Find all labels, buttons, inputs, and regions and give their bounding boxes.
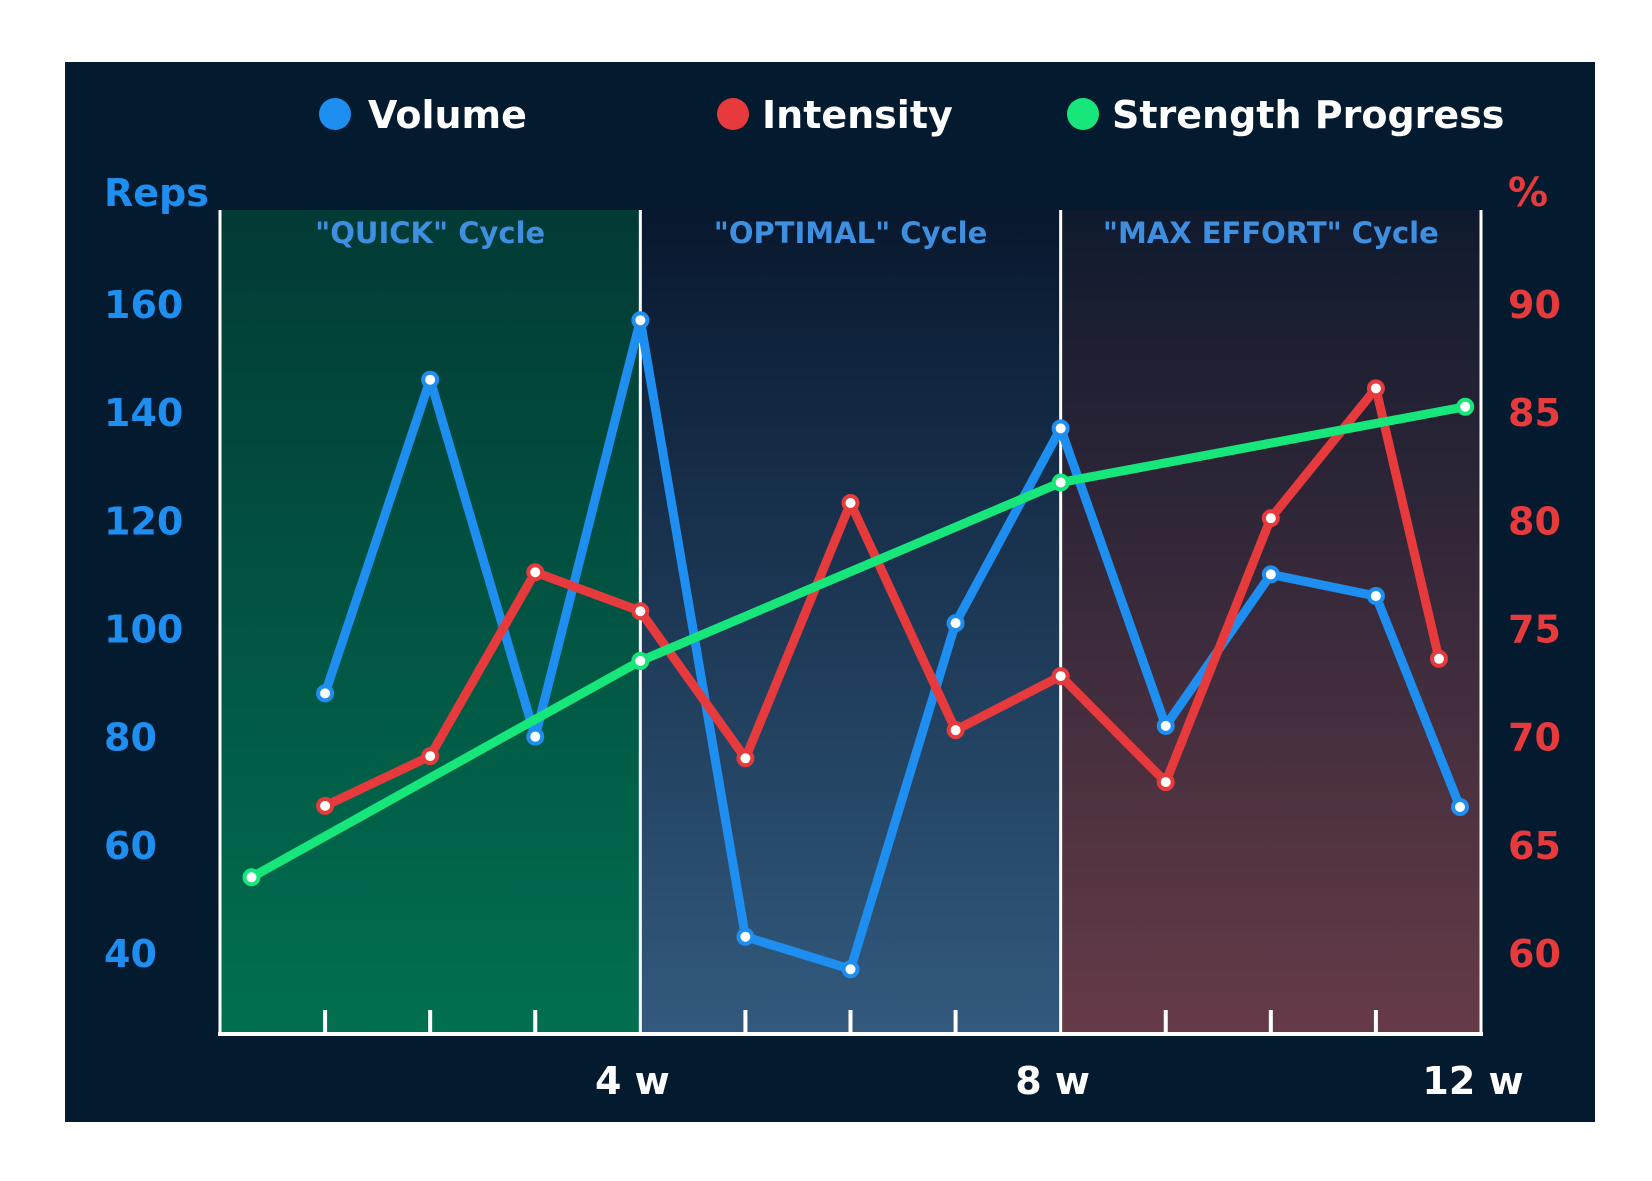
data-point-strength-progress — [242, 868, 261, 887]
data-point-volume — [1156, 716, 1175, 735]
y-left-tick-labels: 160 140 120 100 80 60 40 — [104, 283, 183, 976]
legend-label-strength-progress: Strength Progress — [1112, 93, 1504, 137]
cycle-label-2: "OPTIMAL" Cycle — [714, 216, 988, 250]
y-left-tick-label: 60 — [104, 824, 157, 868]
data-point-intensity — [526, 563, 545, 582]
data-point-volume — [526, 727, 545, 746]
data-point-volume — [631, 311, 650, 330]
y-right-tick-label: 90 — [1508, 283, 1561, 327]
data-point-intensity — [1051, 667, 1070, 686]
legend-label-volume: Volume — [368, 93, 527, 137]
x-tick-label: 8 w — [1015, 1059, 1090, 1103]
y-right-tick-label: 80 — [1508, 499, 1561, 543]
data-point-volume — [1051, 419, 1070, 438]
data-point-intensity — [841, 494, 860, 513]
data-point-intensity — [736, 749, 755, 768]
data-point-strength-progress — [1051, 473, 1070, 492]
y-right-tick-label: 70 — [1508, 716, 1561, 760]
data-point-volume — [1261, 565, 1280, 584]
data-point-intensity — [1366, 379, 1385, 398]
cycle-band-1 — [220, 210, 641, 1034]
data-point-volume — [841, 960, 860, 979]
cycle-band-2 — [640, 210, 1061, 1034]
y-right-tick-label: 75 — [1508, 608, 1561, 652]
data-point-volume — [316, 684, 335, 703]
y-left-tick-label: 140 — [104, 391, 183, 435]
y-right-tick-label: 85 — [1508, 391, 1561, 435]
data-point-intensity — [1156, 773, 1175, 792]
cycle-label-1: "QUICK" Cycle — [315, 216, 545, 250]
cycle-label-3: "MAX EFFORT" Cycle — [1103, 216, 1439, 250]
legend-marker-intensity — [717, 98, 749, 130]
data-point-volume — [946, 614, 965, 633]
y-left-tick-label: 80 — [104, 716, 157, 760]
legend: Volume Intensity Strength Progress — [319, 93, 1504, 137]
data-point-intensity — [316, 796, 335, 815]
legend-marker-volume — [319, 98, 351, 130]
y-left-tick-label: 40 — [104, 932, 157, 976]
data-point-intensity — [946, 721, 965, 740]
series-line-volume — [320, 315, 1465, 974]
y-left-axis-title: Reps — [104, 171, 209, 215]
data-point-intensity — [1261, 509, 1280, 528]
cycle-band-3 — [1060, 210, 1481, 1034]
series-line-strength-progress — [247, 402, 1470, 882]
series-line-intensity — [320, 383, 1444, 811]
data-point-strength-progress — [631, 651, 650, 670]
y-right-axis-title: % — [1508, 170, 1548, 216]
x-tick-label: 12 w — [1422, 1059, 1523, 1103]
y-left-tick-label: 100 — [104, 608, 183, 652]
data-point-volume — [1366, 587, 1385, 606]
cycle-bands: "QUICK" Cycle "OPTIMAL" Cycle "MAX EFFORT"… — [220, 210, 1481, 1034]
y-right-tick-label: 60 — [1508, 932, 1561, 976]
data-point-volume — [1450, 797, 1469, 816]
data-point-strength-progress — [1456, 397, 1475, 416]
data-point-intensity — [631, 602, 650, 621]
y-left-tick-label: 160 — [104, 283, 183, 327]
y-right-tick-labels: 90 85 80 75 70 65 60 — [1508, 283, 1561, 976]
y-left-tick-label: 120 — [104, 499, 183, 543]
legend-marker-strength-progress — [1067, 98, 1099, 130]
data-point-intensity — [1429, 649, 1448, 668]
x-tick-label: 4 w — [595, 1059, 670, 1103]
series-layer — [242, 311, 1475, 979]
y-right-tick-label: 65 — [1508, 824, 1561, 868]
legend-label-intensity: Intensity — [762, 93, 953, 137]
axes: 4 w 8 w 12 w — [218, 210, 1524, 1103]
data-point-volume — [736, 927, 755, 946]
data-point-intensity — [421, 747, 440, 766]
data-point-volume — [421, 370, 440, 389]
